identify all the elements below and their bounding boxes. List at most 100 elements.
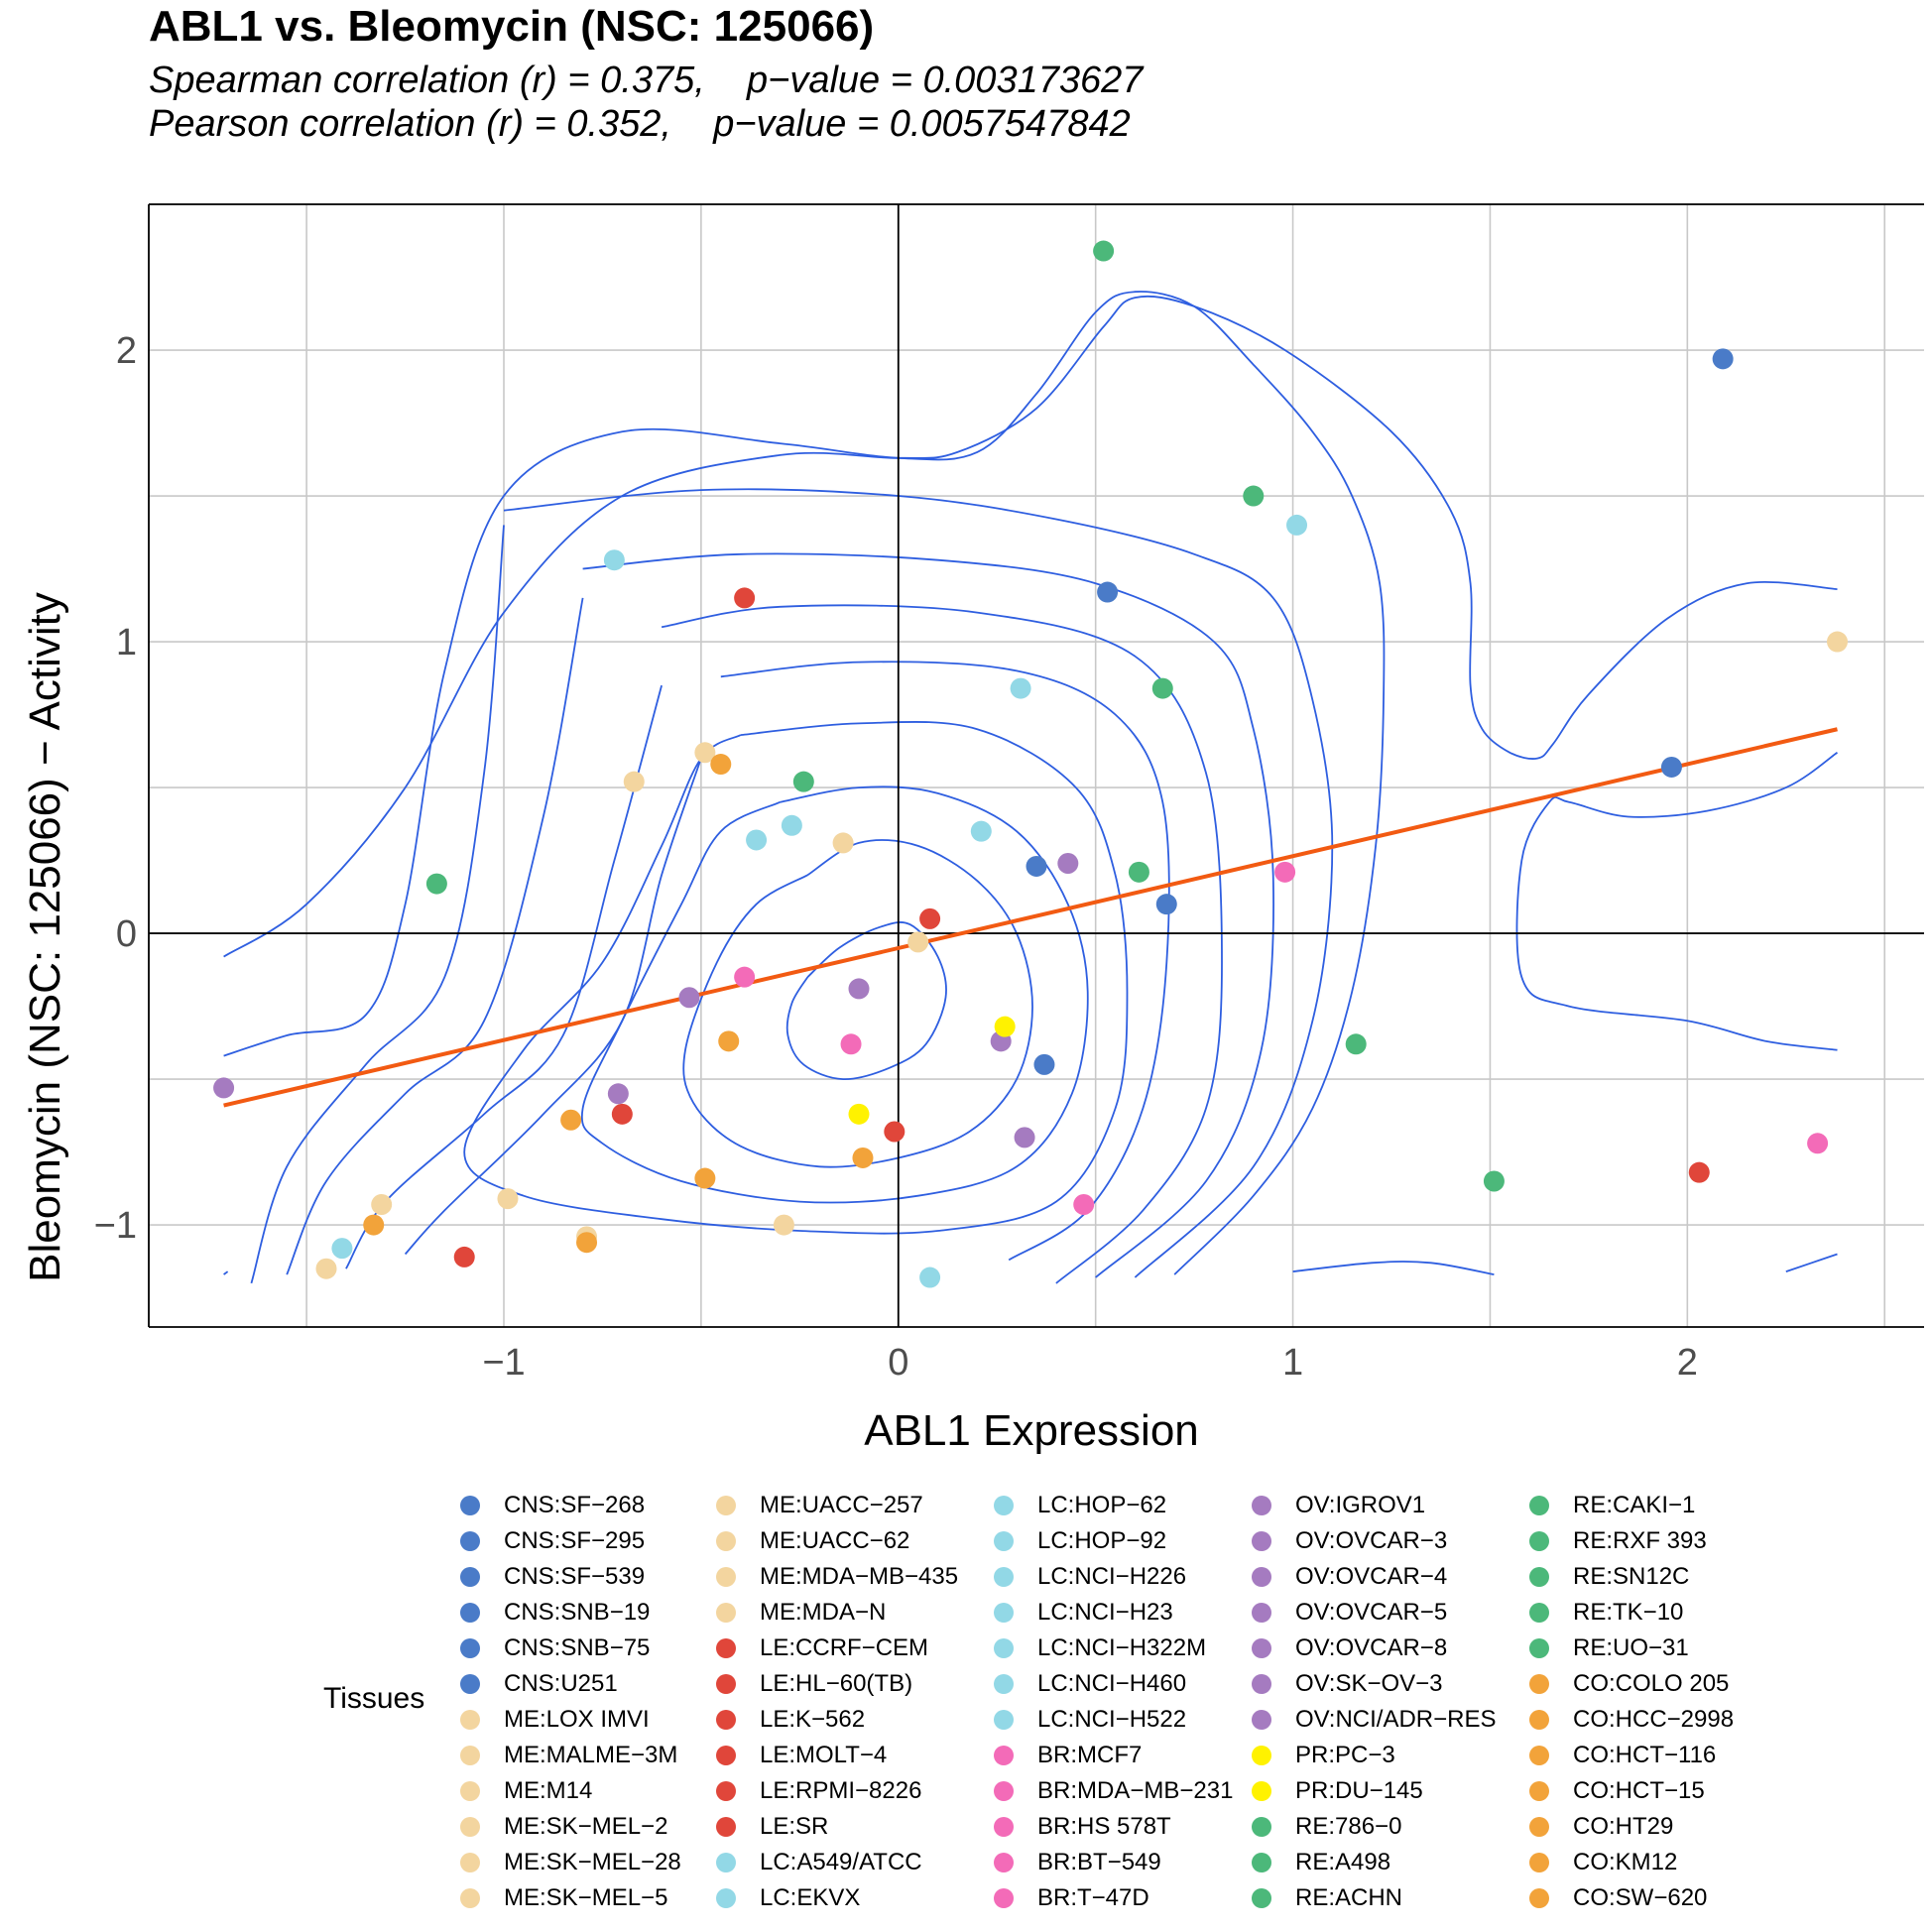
data-point	[1807, 1133, 1829, 1154]
legend-item: RE:RXF 393	[1529, 1523, 1707, 1559]
data-point	[919, 1267, 941, 1288]
legend-swatch	[716, 1781, 736, 1801]
plot-panel	[149, 204, 1924, 1327]
contour-line	[582, 552, 1274, 1278]
data-points	[213, 240, 1848, 1288]
legend-label: CO:HCT−15	[1573, 1777, 1705, 1804]
data-point	[1274, 861, 1296, 883]
data-point	[1155, 894, 1177, 915]
contour-line	[286, 597, 584, 1275]
legend-label: CO:HCC−2998	[1573, 1706, 1735, 1733]
legend-swatch	[1252, 1531, 1271, 1551]
legend-swatch	[716, 1567, 736, 1587]
legend-label: LE:RPMI−8226	[760, 1777, 922, 1804]
legend-swatch	[994, 1638, 1014, 1658]
legend-item: LE:HL−60(TB)	[716, 1666, 912, 1702]
legend-item: RE:TK−10	[1529, 1595, 1683, 1630]
legend-item: CO:SW−620	[1529, 1880, 1707, 1916]
data-point	[213, 1077, 235, 1099]
contour-line	[503, 488, 1334, 1278]
contour-line	[223, 295, 1838, 958]
data-point	[1057, 852, 1079, 874]
legend-label: RE:SN12C	[1573, 1563, 1690, 1590]
legend-swatch	[1252, 1888, 1271, 1908]
data-point	[331, 1238, 353, 1260]
x-axis-label: ABL1 Expression	[864, 1406, 1199, 1455]
legend-swatch	[460, 1817, 480, 1837]
legend-label: RE:CAKI−1	[1573, 1492, 1696, 1518]
x-tick-label: 1	[1282, 1342, 1303, 1384]
legend-item: OV:OVCAR−3	[1252, 1523, 1447, 1559]
legend-item: ME:UACC−257	[716, 1488, 923, 1523]
legend-swatch	[1252, 1674, 1271, 1694]
legend-swatch	[1529, 1567, 1549, 1587]
legend-item: ME:MDA−N	[716, 1595, 886, 1630]
legend-label: RE:TK−10	[1573, 1599, 1684, 1626]
data-point	[746, 829, 768, 851]
contour-line	[661, 604, 1223, 1284]
legend-label: CNS:SF−268	[504, 1492, 646, 1518]
legend-item: LC:EKVX	[716, 1880, 860, 1916]
legend-label: LC:NCI−H460	[1037, 1670, 1187, 1697]
data-point	[781, 814, 802, 836]
legend-label: RE:A498	[1295, 1849, 1391, 1875]
legend-swatch	[994, 1817, 1014, 1837]
legend-item: ME:M14	[460, 1773, 592, 1809]
data-point	[1033, 1053, 1055, 1075]
legend-item: CO:HCC−2998	[1529, 1702, 1734, 1738]
legend-label: PR:PC−3	[1295, 1742, 1395, 1768]
legend-swatch	[460, 1674, 480, 1694]
legend-label: CO:KM12	[1573, 1849, 1678, 1875]
legend-item: BR:MCF7	[994, 1738, 1142, 1773]
data-point	[560, 1109, 582, 1131]
x-tick-label: −1	[482, 1342, 525, 1384]
legend-label: ME:SK−MEL−28	[504, 1849, 681, 1875]
data-point	[678, 987, 700, 1009]
legend-item: BR:BT−549	[994, 1845, 1161, 1880]
legend-item: OV:OVCAR−4	[1252, 1559, 1447, 1595]
legend-swatch	[716, 1817, 736, 1837]
y-tick-label: 1	[116, 622, 137, 664]
data-point	[1014, 1127, 1035, 1148]
legend-swatch	[1529, 1638, 1549, 1658]
legend-swatch	[716, 1674, 736, 1694]
data-point	[694, 1167, 716, 1189]
legend-label: BR:MCF7	[1037, 1742, 1143, 1768]
legend-item: CO:HT29	[1529, 1809, 1673, 1845]
legend-swatch	[1529, 1496, 1549, 1515]
tick-labels: −1 0 1 2 −1 0 1 2	[94, 330, 1698, 1384]
data-point	[773, 1214, 794, 1236]
legend-label: BR:HS 578T	[1037, 1813, 1171, 1840]
legend-item: RE:ACHN	[1252, 1880, 1402, 1916]
data-point	[848, 978, 870, 1000]
x-tick-label: 0	[888, 1342, 908, 1384]
data-point	[611, 1103, 633, 1125]
chart-title: ABL1 vs. Bleomycin (NSC: 125066)	[149, 2, 875, 51]
contour-line	[223, 291, 1386, 1275]
data-point	[1286, 514, 1308, 536]
legend-label: ME:LOX IMVI	[504, 1706, 650, 1733]
data-point	[623, 771, 645, 792]
data-point	[840, 1033, 862, 1055]
legend-swatch	[716, 1603, 736, 1623]
legend-item: LC:NCI−H460	[994, 1666, 1186, 1702]
legend-swatch	[460, 1603, 480, 1623]
legend-item: CO:COLO 205	[1529, 1666, 1729, 1702]
contour-line	[785, 921, 947, 1081]
data-point	[425, 873, 447, 895]
legend-item: ME:MDA−MB−435	[716, 1559, 958, 1595]
density-contours	[223, 291, 1839, 1284]
legend-item: PR:DU−145	[1252, 1773, 1423, 1809]
legend-swatch	[1252, 1853, 1271, 1872]
legend-label: OV:OVCAR−3	[1295, 1527, 1448, 1554]
data-point	[1093, 240, 1115, 262]
data-point	[832, 832, 854, 854]
legend-item: OV:SK−OV−3	[1252, 1666, 1443, 1702]
data-point	[994, 1016, 1016, 1037]
contour-line	[682, 839, 1033, 1168]
legend-swatch	[994, 1674, 1014, 1694]
legend-label: RE:UO−31	[1573, 1634, 1689, 1661]
legend-item: CO:HCT−15	[1529, 1773, 1705, 1809]
data-point	[1128, 861, 1149, 883]
data-point	[607, 1083, 629, 1105]
